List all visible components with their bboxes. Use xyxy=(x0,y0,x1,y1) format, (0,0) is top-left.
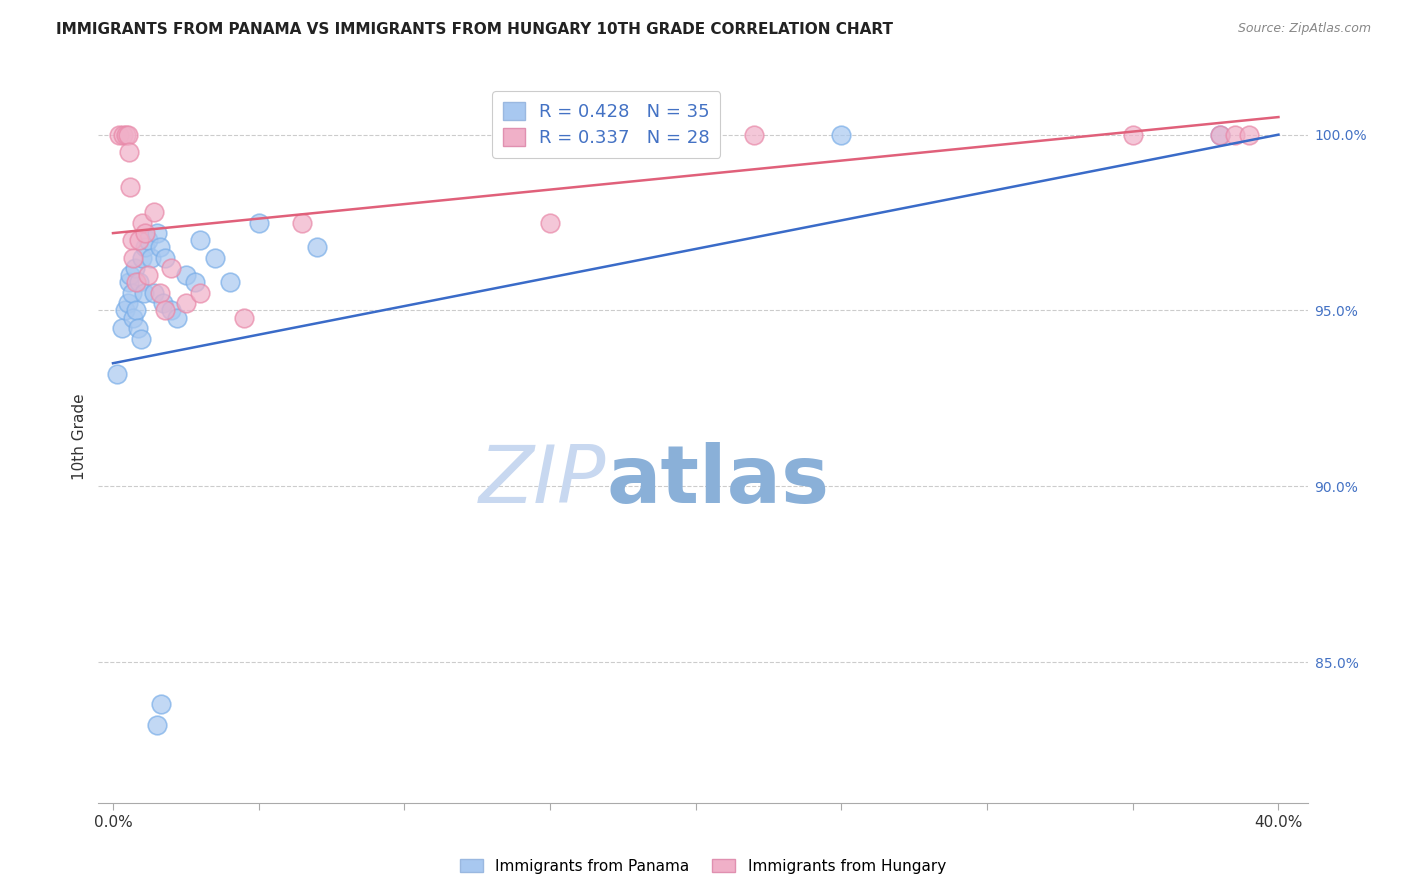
Point xyxy=(1223,128,1246,142)
Point xyxy=(132,285,155,300)
Point xyxy=(160,303,183,318)
Point xyxy=(305,240,328,254)
Point xyxy=(114,303,136,318)
Point xyxy=(233,310,256,325)
Point xyxy=(1122,128,1144,142)
Point xyxy=(134,226,156,240)
Point xyxy=(145,226,167,240)
Point xyxy=(134,240,156,254)
Point xyxy=(152,296,174,310)
Point xyxy=(174,296,197,310)
Point xyxy=(183,276,205,290)
Text: ZIP: ZIP xyxy=(479,442,606,520)
Y-axis label: 10th Grade: 10th Grade xyxy=(72,393,87,481)
Point xyxy=(538,128,561,142)
Point xyxy=(142,285,165,300)
Point xyxy=(105,367,128,381)
Point xyxy=(155,251,177,265)
Text: IMMIGRANTS FROM PANAMA VS IMMIGRANTS FROM HUNGARY 10TH GRADE CORRELATION CHART: IMMIGRANTS FROM PANAMA VS IMMIGRANTS FRO… xyxy=(56,22,893,37)
Point xyxy=(128,276,150,290)
Point xyxy=(190,285,212,300)
Point xyxy=(685,128,707,142)
Point xyxy=(149,240,172,254)
Point xyxy=(136,233,159,247)
Point xyxy=(150,698,173,712)
Point xyxy=(145,718,167,732)
Point xyxy=(538,216,561,230)
Point xyxy=(122,310,145,325)
Point xyxy=(291,216,314,230)
Point xyxy=(131,216,153,230)
Point xyxy=(174,268,197,283)
Point xyxy=(131,251,153,265)
Point xyxy=(120,180,142,194)
Point xyxy=(149,285,172,300)
Point xyxy=(247,216,270,230)
Point xyxy=(121,233,143,247)
Point xyxy=(117,128,139,142)
Point xyxy=(124,261,146,276)
Point xyxy=(218,276,240,290)
Point xyxy=(155,303,177,318)
Point xyxy=(112,128,135,142)
Point xyxy=(111,321,134,335)
Point xyxy=(139,251,162,265)
Point xyxy=(129,332,152,346)
Point xyxy=(117,296,139,310)
Point xyxy=(125,303,148,318)
Point xyxy=(160,261,183,276)
Point xyxy=(121,285,143,300)
Legend: R = 0.428   N = 35, R = 0.337   N = 28: R = 0.428 N = 35, R = 0.337 N = 28 xyxy=(492,91,720,158)
Text: Source: ZipAtlas.com: Source: ZipAtlas.com xyxy=(1237,22,1371,36)
Point xyxy=(118,276,141,290)
Point xyxy=(136,268,159,283)
Point xyxy=(204,251,226,265)
Point xyxy=(742,128,765,142)
Legend: Immigrants from Panama, Immigrants from Hungary: Immigrants from Panama, Immigrants from … xyxy=(454,853,952,880)
Point xyxy=(142,205,165,219)
Point xyxy=(122,251,145,265)
Text: atlas: atlas xyxy=(606,442,830,520)
Point xyxy=(118,145,141,160)
Point xyxy=(125,276,148,290)
Point xyxy=(127,321,149,335)
Point xyxy=(128,233,150,247)
Point xyxy=(1239,128,1261,142)
Point xyxy=(115,128,138,142)
Point xyxy=(190,233,212,247)
Point xyxy=(830,128,852,142)
Point xyxy=(1209,128,1232,142)
Point xyxy=(1209,128,1232,142)
Point xyxy=(166,310,188,325)
Point xyxy=(108,128,131,142)
Point xyxy=(120,268,142,283)
